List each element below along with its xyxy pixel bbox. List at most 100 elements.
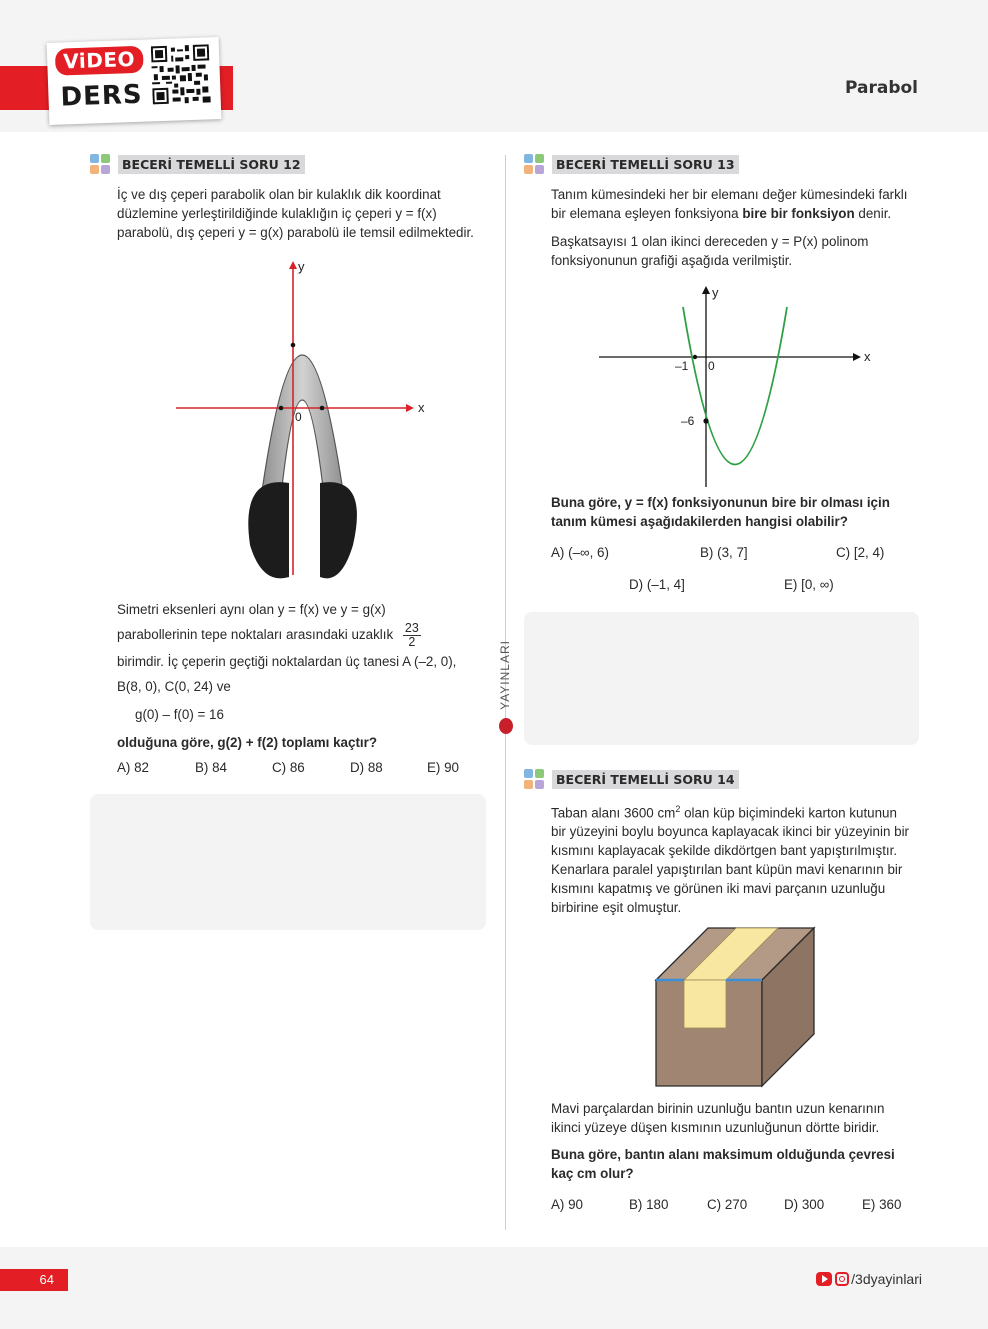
q12-body-line-4: B(8, 0), C(0, 24) ve bbox=[117, 679, 231, 694]
q12-intro-line-3: parabolü, dış çeperi y = g(x) parabolü i… bbox=[117, 225, 474, 240]
q13-definition-line-2: bir elemana eşleyen fonksiyona bire bir … bbox=[551, 204, 931, 223]
q13-def-term: bire bir fonksiyon bbox=[742, 206, 855, 221]
q12-option-c[interactable]: C) 86 bbox=[272, 760, 305, 775]
q14-intro-line-1: Taban alanı 3600 cm2 olan küp biçimindek… bbox=[551, 800, 931, 822]
q13-intro-line-1: Başkatsayısı 1 olan ikinci dereceden y =… bbox=[551, 234, 869, 249]
q13-intro-line-2: fonksiyonunun grafiği aşağıda verilmişti… bbox=[551, 253, 793, 268]
q13-header: BECERİ TEMELLİ SORU 13 bbox=[524, 154, 739, 176]
q14-question-line-2: kaç cm olur? bbox=[551, 1166, 634, 1181]
q14-title: BECERİ TEMELLİ SORU 14 bbox=[552, 770, 739, 789]
q14-option-b[interactable]: B) 180 bbox=[629, 1197, 669, 1212]
y-axis-label: y bbox=[298, 259, 305, 274]
q13-option-e[interactable]: E) [0, ∞) bbox=[784, 577, 834, 592]
q12-fraction: 23 2 bbox=[402, 621, 421, 649]
grid-icon bbox=[90, 154, 112, 176]
q12-body-line-2: parabollerinin tepe noktaları arasındaki… bbox=[117, 622, 502, 649]
q14-question: Buna göre, bantın alanı maksimum olduğun… bbox=[551, 1145, 931, 1183]
q13-option-b[interactable]: B) (3, 7] bbox=[700, 545, 748, 560]
q14-intro-line-6: birbirine eşit olmuştur. bbox=[551, 900, 682, 916]
footer-band bbox=[0, 1247, 988, 1329]
q14-detail-line-1: Mavi parçalardan birinin uzunluğu bantın… bbox=[551, 1101, 885, 1116]
box-side-face bbox=[761, 926, 815, 1088]
page-number: 64 bbox=[0, 1269, 68, 1291]
q12-header: BECERİ TEMELLİ SORU 12 bbox=[90, 154, 305, 176]
q12-answer-box[interactable] bbox=[90, 794, 486, 930]
q12-fraction-numerator: 23 bbox=[402, 621, 421, 636]
x-axis-arrow-icon bbox=[406, 404, 414, 412]
q12-option-d[interactable]: D) 88 bbox=[350, 760, 383, 775]
q14-box-figure bbox=[654, 926, 816, 1088]
q14-intro-post: olan küp biçimindeki karton kutunun bbox=[680, 805, 897, 821]
q14-intro-line-4: Kenarlara paralel yapıştırılan bant küpü… bbox=[551, 862, 903, 878]
q14-intro-line-3: kısmını kaplayacak şekilde dikdörtgen ba… bbox=[551, 843, 898, 859]
q13-definition: Tanım kümesindeki her bir elemanı değer … bbox=[551, 185, 931, 223]
parabola-curve bbox=[682, 306, 788, 466]
q14-detail: Mavi parçalardan birinin uzunluğu bantın… bbox=[551, 1099, 931, 1137]
q13-question: Buna göre, y = f(x) fonksiyonunun bire b… bbox=[551, 493, 931, 531]
q13-option-c[interactable]: C) [2, 4) bbox=[836, 545, 885, 560]
q12-intro-line-1: İç ve dış çeperi parabolik olan bir kula… bbox=[117, 187, 441, 202]
q14-option-a[interactable]: A) 90 bbox=[551, 1197, 584, 1212]
q13-parabola-graph: x y –1 0 –6 bbox=[599, 285, 871, 487]
q14-question-line-1: Buna göre, bantın alanı maksimum olduğun… bbox=[551, 1147, 895, 1162]
origin-label: 0 bbox=[295, 410, 302, 424]
ear-cup-left bbox=[248, 482, 289, 579]
q14-intro-line-5: kısmını kapatmış ve görünen iki mavi par… bbox=[551, 881, 886, 897]
q14-option-d[interactable]: D) 300 bbox=[784, 1197, 825, 1212]
q12-intro: İç ve dış çeperi parabolik olan bir kula… bbox=[117, 185, 502, 242]
grid-icon bbox=[524, 769, 546, 791]
point-b bbox=[319, 405, 325, 411]
tape-front bbox=[683, 979, 727, 1029]
video-ders-badge[interactable]: ViDEO DERS bbox=[46, 37, 222, 125]
x-axis-label: x bbox=[418, 400, 425, 415]
qr-code-icon[interactable] bbox=[150, 43, 211, 105]
social-handle[interactable]: /3dyayinlari bbox=[851, 1271, 922, 1287]
y-intercept-point bbox=[703, 418, 709, 424]
q13-option-a[interactable]: A) (–∞, 6) bbox=[551, 545, 609, 560]
q14-option-c[interactable]: C) 270 bbox=[707, 1197, 748, 1212]
y-axis-arrow-icon bbox=[289, 261, 297, 269]
q12-body-line-1: Simetri eksenleri aynı olan y = f(x) ve … bbox=[117, 602, 386, 617]
y-axis-arrow-icon bbox=[702, 286, 710, 294]
y-axis-label: y bbox=[712, 285, 719, 300]
point-c bbox=[290, 342, 296, 348]
youtube-icon[interactable] bbox=[816, 1272, 833, 1286]
q14-header: BECERİ TEMELLİ SORU 14 bbox=[524, 769, 739, 791]
q12-body-text-2: parabollerinin tepe noktaları arasındaki… bbox=[117, 627, 394, 643]
q12-title: BECERİ TEMELLİ SORU 12 bbox=[118, 155, 305, 174]
point-a bbox=[278, 405, 284, 411]
column-divider bbox=[505, 155, 506, 1230]
q13-intro: Başkatsayısı 1 olan ikinci dereceden y =… bbox=[551, 232, 931, 270]
q13-answer-box[interactable] bbox=[524, 612, 919, 745]
q13-definition-line-1: Tanım kümesindeki her bir elemanı değer … bbox=[551, 187, 908, 202]
social-links[interactable]: /3dyayinlari bbox=[816, 1271, 922, 1287]
q12-option-b[interactable]: B) 84 bbox=[195, 760, 228, 775]
grid-icon bbox=[524, 154, 546, 176]
intercept-label: –6 bbox=[681, 414, 695, 428]
q13-question-line-2: tanım kümesi aşağıdakilerden hangisi ola… bbox=[551, 514, 848, 529]
q13-option-d[interactable]: D) (–1, 4] bbox=[629, 577, 685, 592]
q14-intro: Taban alanı 3600 cm2 olan küp biçimindek… bbox=[551, 800, 931, 917]
q12-equation: g(0) – f(0) = 16 bbox=[135, 707, 224, 722]
ear-cup-right bbox=[320, 482, 357, 579]
q13-def-post: denir. bbox=[854, 206, 892, 221]
side-brand: YAYINLARI bbox=[492, 640, 520, 750]
instagram-icon[interactable] bbox=[835, 1272, 850, 1286]
q12-fraction-denominator: 2 bbox=[408, 635, 416, 649]
root-label: –1 bbox=[675, 359, 689, 373]
x-axis-label: x bbox=[864, 349, 871, 364]
video-label: ViDEO bbox=[54, 45, 144, 76]
q14-intro-sup: 2 bbox=[675, 804, 681, 814]
q12-intro-line-2: düzlemine yerleştirildiğinde kulaklığın … bbox=[117, 206, 437, 221]
q12-body-line-3: birimdir. İç çeperin geçtiği noktalardan… bbox=[117, 654, 457, 669]
q12-option-e[interactable]: E) 90 bbox=[427, 760, 460, 775]
q14-intro-pre: Taban alanı 3600 cm bbox=[551, 805, 676, 821]
q13-def-pre: bir elemana eşleyen fonksiyona bbox=[551, 206, 743, 221]
q12-option-a[interactable]: A) 82 bbox=[117, 760, 150, 775]
q13-title: BECERİ TEMELLİ SORU 13 bbox=[552, 155, 739, 174]
q12-headphone-graph: x y 0 bbox=[176, 259, 425, 579]
q14-intro-line-2: bir yüzeyini boylu boyunca kaplayacak ik… bbox=[551, 824, 910, 840]
q14-detail-line-2: ikinci yüzeye düşen kısmının uzunluğunun… bbox=[551, 1120, 880, 1135]
ders-label: DERS bbox=[60, 79, 144, 113]
q14-option-e[interactable]: E) 360 bbox=[862, 1197, 902, 1212]
